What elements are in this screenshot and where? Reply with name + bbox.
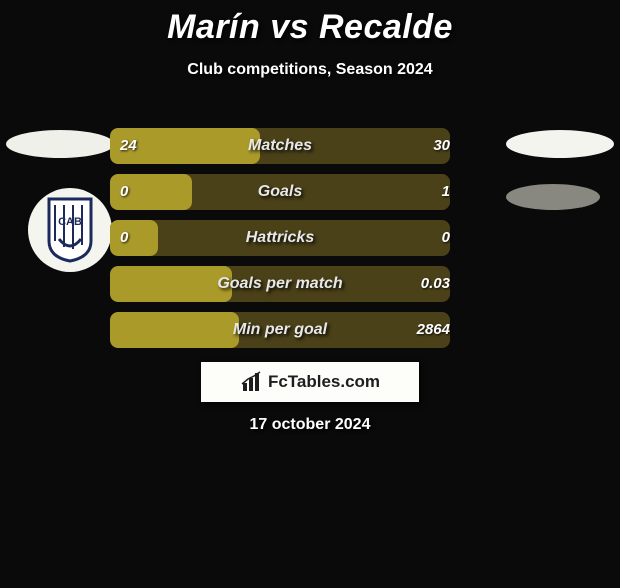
shield-icon: CAB (43, 197, 97, 263)
svg-text:CAB: CAB (58, 216, 82, 228)
comparison-bars: Matches2430Goals01Hattricks00Goals per m… (110, 128, 510, 358)
player-right-placeholder-2 (506, 184, 600, 210)
bar-row: Goals per match0.03 (110, 266, 510, 302)
date-line: 17 october 2024 (0, 416, 620, 434)
bar-row: Min per goal2864 (110, 312, 510, 348)
subtitle: Club competitions, Season 2024 (0, 61, 620, 79)
bar-left-value: 0 (120, 174, 128, 210)
bar-right-value: 30 (433, 128, 450, 164)
bar-label: Hattricks (110, 220, 450, 256)
logo-text: FcTables.com (268, 372, 380, 392)
bar-label: Goals (110, 174, 450, 210)
bar-label: Matches (110, 128, 450, 164)
bar-label: Min per goal (110, 312, 450, 348)
club-badge: CAB (28, 188, 112, 272)
source-logo: FcTables.com (201, 362, 419, 402)
bar-label: Goals per match (110, 266, 450, 302)
chart-icon (240, 371, 264, 393)
bar-row: Hattricks0 0 (110, 220, 510, 256)
page-title: Marín vs Recalde (0, 8, 620, 47)
bar-right-value: 0 (442, 220, 450, 256)
player-right-placeholder-1 (506, 130, 614, 158)
bar-left-value: 0 (120, 220, 128, 256)
bar-left-value: 24 (120, 128, 137, 164)
bar-right-value: 1 (442, 174, 450, 210)
bar-right-value: 0.03 (421, 266, 450, 302)
bar-row: Goals0 1 (110, 174, 510, 210)
bar-right-value: 2864 (417, 312, 450, 348)
player-left-placeholder (6, 130, 114, 158)
bar-row: Matches24 30 (110, 128, 510, 164)
